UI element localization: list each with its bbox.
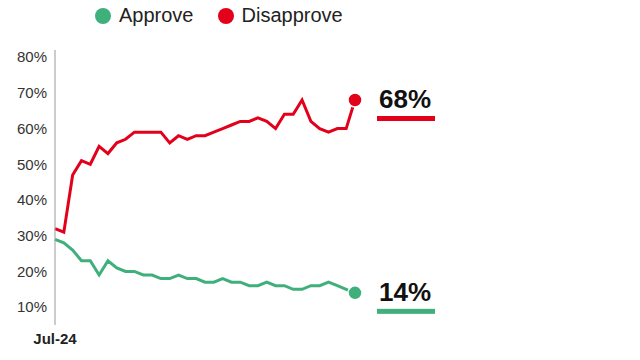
svg-text:60%: 60% bbox=[17, 120, 47, 137]
svg-text:80%: 80% bbox=[17, 48, 47, 65]
svg-text:50%: 50% bbox=[17, 156, 47, 173]
svg-text:40%: 40% bbox=[17, 191, 47, 208]
svg-text:68%: 68% bbox=[379, 84, 431, 114]
svg-text:14%: 14% bbox=[379, 277, 431, 307]
svg-text:Jul-24: Jul-24 bbox=[33, 330, 77, 347]
html-text:Disapprove: Disapprove bbox=[241, 4, 343, 26]
svg-text:70%: 70% bbox=[17, 84, 47, 101]
html-text:Approve: Approve bbox=[119, 4, 194, 26]
svg-text:10%: 10% bbox=[17, 298, 47, 315]
svg-text:30%: 30% bbox=[17, 227, 47, 244]
svg-text:20%: 20% bbox=[17, 263, 47, 280]
